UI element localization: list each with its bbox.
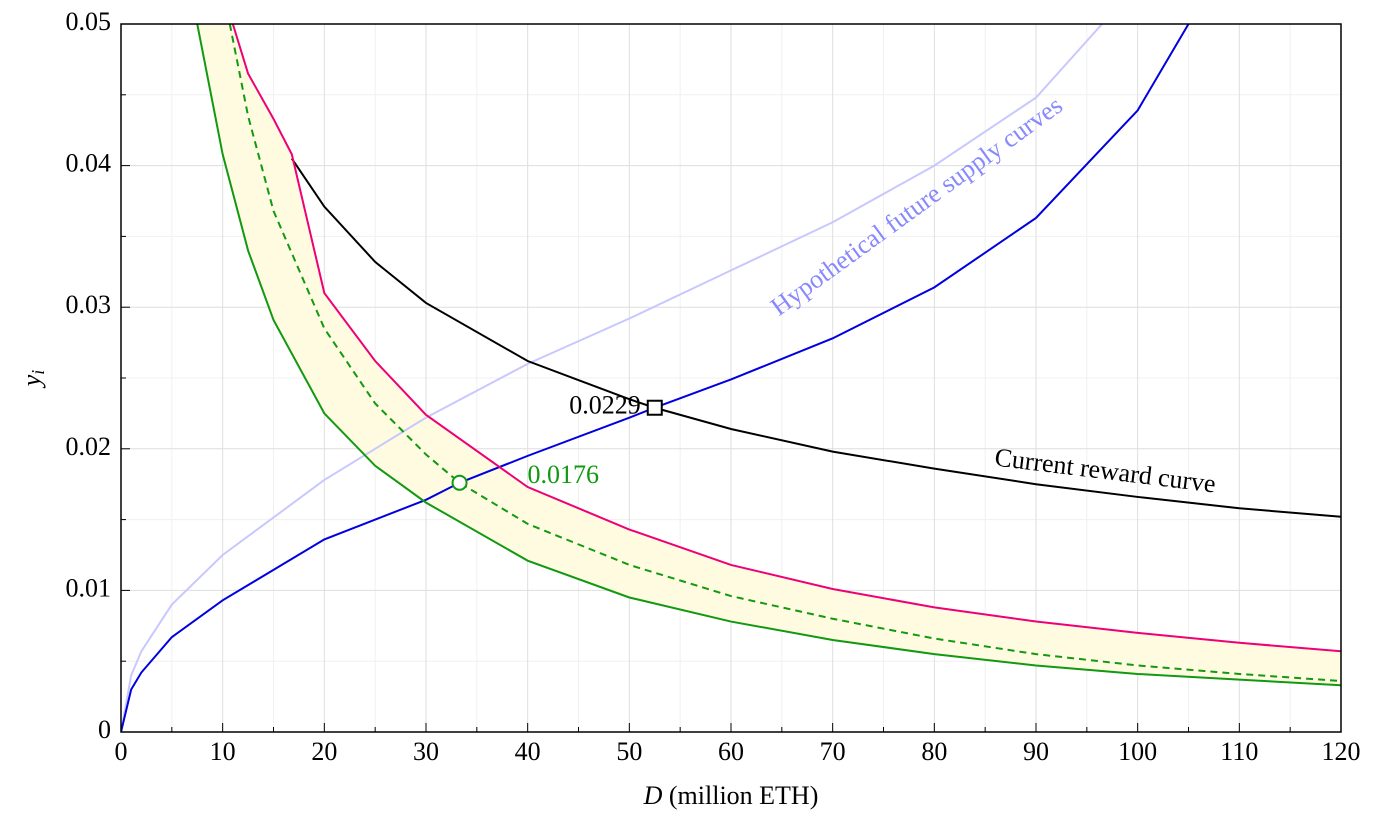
y-axis-label: yi	[17, 370, 48, 390]
plot-area	[121, 24, 1341, 732]
point-marker	[646, 399, 663, 416]
y-tick-label: 0	[98, 715, 111, 744]
y-tick-label: 0.01	[66, 573, 112, 602]
y-tick-label: 0.05	[66, 7, 112, 36]
curve-annotation: Current reward curve	[993, 443, 1217, 499]
x-tick-label: 10	[210, 737, 236, 766]
x-tick-label: 120	[1322, 737, 1361, 766]
series-line	[196, 24, 1341, 687]
y-axis-var: y	[17, 374, 46, 389]
x-axis-var: D	[643, 781, 663, 810]
y-tick-label: 0.04	[66, 149, 112, 178]
x-tick-label: 60	[718, 737, 744, 766]
point-label: 0.0229	[569, 391, 641, 420]
series-line	[228, 24, 1341, 683]
plot-frame	[120, 23, 1342, 733]
x-tick-label: 30	[413, 737, 439, 766]
x-tick-label: 110	[1220, 737, 1258, 766]
series-line	[121, 24, 1103, 732]
point-label: 0.0176	[528, 460, 600, 489]
y-tick-label: 0.02	[66, 432, 112, 461]
x-tick-label: 90	[1023, 737, 1049, 766]
x-tick-label: 80	[921, 737, 947, 766]
x-tick-label: 20	[311, 737, 337, 766]
band-fill	[197, 24, 1341, 686]
x-tick-label: 50	[616, 737, 642, 766]
y-tick-label: 0.03	[66, 290, 112, 319]
point-marker	[451, 474, 468, 491]
series-line	[290, 157, 1341, 518]
series-line	[121, 24, 1190, 732]
x-tick-label: 0	[115, 737, 128, 766]
x-tick-label: 70	[820, 737, 846, 766]
y-axis-sub: i	[28, 370, 48, 375]
overlay: 0.0229 0.0176 Current reward curve Hypothet…	[451, 90, 1217, 499]
curve-annotation: Hypothetical future supply curves	[765, 90, 1068, 321]
x-tick-label: 100	[1118, 737, 1157, 766]
x-axis-label: D (million ETH)	[643, 781, 819, 810]
x-axis-unit: (million ETH)	[669, 781, 818, 810]
series-line	[231, 24, 1341, 653]
x-tick-label: 40	[515, 737, 541, 766]
